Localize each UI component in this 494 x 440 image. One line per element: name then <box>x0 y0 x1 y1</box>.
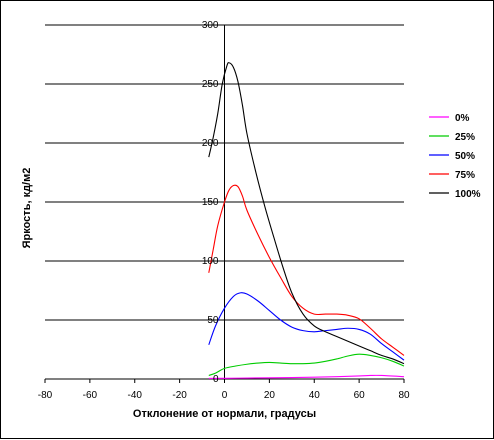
y-tick-label: 250 <box>202 79 219 90</box>
y-tick-label: 200 <box>202 138 219 149</box>
y-tick-label: 0 <box>213 374 219 385</box>
x-tick-label: 0 <box>222 390 228 401</box>
series-layer <box>208 62 405 379</box>
y-tick-label: 300 <box>202 20 219 31</box>
series-line-4 <box>208 62 405 365</box>
y-axis-title: Яркость, кд/м2 <box>21 168 33 249</box>
x-tick-label: -60 <box>83 390 98 401</box>
series-line-2 <box>208 292 405 361</box>
x-tick-label: -20 <box>172 390 187 401</box>
legend-label-3: 75% <box>455 170 475 181</box>
y-tick-label: 50 <box>207 315 219 326</box>
legend-label-4: 100% <box>455 189 481 200</box>
axes-layer <box>44 24 405 383</box>
x-tick-label: 40 <box>309 390 321 401</box>
y-tick-label: 100 <box>202 256 219 267</box>
series-line-0 <box>208 374 405 379</box>
legend: 0% 25% 50% 75% 100% <box>429 113 481 200</box>
x-tick-label: 60 <box>354 390 366 401</box>
x-tick-label: 20 <box>264 390 276 401</box>
legend-label-1: 25% <box>455 132 475 143</box>
x-tick-label: 80 <box>398 390 410 401</box>
y-tick-label: 150 <box>202 197 219 208</box>
legend-label-2: 50% <box>455 151 475 162</box>
series-line-1 <box>208 353 405 376</box>
legend-label-0: 0% <box>455 113 470 124</box>
series-line-3 <box>208 184 405 356</box>
x-tick-label: -40 <box>128 390 143 401</box>
labels-layer: 0 50 100 150 200 250 300 -80 -60 -40 -20 0 20 40 60 80 О… <box>21 20 410 420</box>
x-axis-title: Отклонение от нормали, градусы <box>133 408 316 420</box>
x-tick-label: -80 <box>38 390 53 401</box>
